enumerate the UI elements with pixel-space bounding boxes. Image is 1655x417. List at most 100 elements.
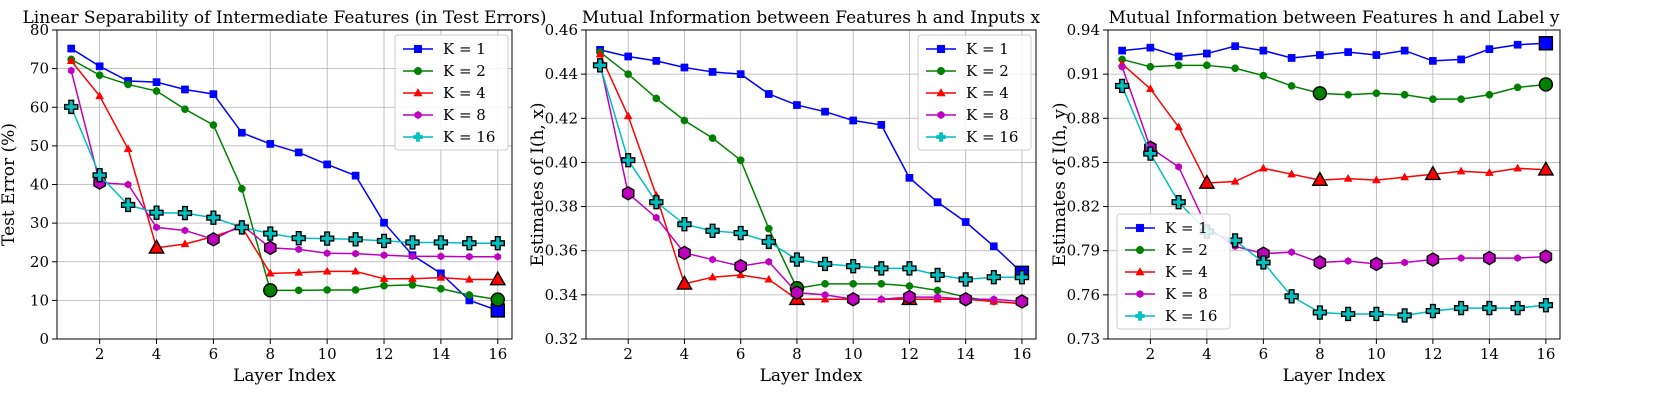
data-point (465, 291, 474, 299)
legend-entry: K = 2 (443, 62, 486, 80)
legend-entry: K = 4 (966, 84, 1009, 102)
y-tick-label: 0.34 (545, 286, 578, 304)
data-point-highlighted (903, 289, 916, 305)
legend-box (917, 34, 1032, 151)
x-axis-label: Layer Index (760, 366, 863, 386)
data-point-highlighted (1143, 146, 1158, 161)
data-point-highlighted (1312, 305, 1328, 320)
data-point (1174, 61, 1183, 70)
data-point (877, 279, 886, 288)
data-point (624, 52, 633, 61)
data-point (124, 80, 132, 89)
data-point (1457, 95, 1465, 104)
data-point-highlighted (874, 261, 889, 276)
data-point-highlighted (789, 252, 805, 267)
x-axis-label: Layer Index (233, 366, 336, 386)
data-point (180, 239, 190, 248)
x-tick-label: 16 (1012, 345, 1031, 363)
y-tick-label: 60 (30, 98, 49, 116)
data-point-highlighted (1171, 194, 1186, 210)
legend-entry: K = 2 (1165, 241, 1208, 259)
data-point (95, 71, 104, 80)
y-tick-label: 70 (30, 60, 49, 78)
data-point (595, 49, 605, 58)
data-point (152, 87, 161, 95)
data-point (351, 171, 360, 180)
data-point-highlighted (761, 234, 777, 250)
data-point (905, 174, 914, 182)
x-tick-label: 10 (1367, 345, 1386, 363)
data-point (1344, 48, 1352, 56)
legend-entry: K = 1 (1165, 219, 1208, 237)
data-point (1287, 169, 1297, 178)
data-point-highlighted (263, 226, 278, 241)
series-k4 (1117, 59, 1555, 189)
data-point (323, 160, 332, 169)
data-point (1514, 254, 1521, 262)
data-point-highlighted (1198, 174, 1216, 189)
data-point (294, 267, 304, 276)
data-point-highlighted (592, 58, 608, 73)
data-point (323, 286, 332, 294)
data-point (1344, 90, 1352, 99)
data-point (464, 274, 474, 283)
data-point (494, 252, 502, 261)
x-tick-label: 6 (736, 345, 746, 363)
data-point (409, 252, 416, 261)
data-point (352, 249, 359, 258)
series-line (599, 65, 1022, 281)
data-point (1400, 90, 1409, 99)
data-point (821, 279, 829, 288)
data-point (680, 63, 689, 72)
y-tick-label: 40 (30, 176, 49, 194)
data-point-highlighted (1538, 77, 1554, 92)
x-tick-label: 4 (152, 345, 162, 363)
data-point (736, 70, 745, 78)
data-point (1258, 163, 1268, 172)
y-tick-label: 0.32 (545, 330, 578, 348)
y-tick-label: 50 (30, 137, 49, 155)
data-point (1371, 175, 1381, 184)
x-tick-label: 10 (844, 345, 863, 363)
data-point (1457, 254, 1465, 262)
data-point (380, 281, 388, 290)
x-tick-label: 6 (209, 345, 219, 363)
x-tick-label: 4 (1202, 345, 1212, 363)
data-point (124, 180, 132, 189)
data-point-highlighted (986, 270, 1002, 285)
data-point (934, 293, 941, 301)
plot-frame (56, 29, 513, 340)
data-point (736, 156, 745, 165)
legend-entry: K = 16 (443, 128, 495, 146)
data-point-highlighted (1014, 270, 1030, 285)
chart-title: Mutual Information between Features h an… (582, 8, 1041, 28)
data-point (1118, 46, 1126, 55)
data-point-highlighted (490, 236, 505, 251)
y-axis-label: Estimates of I(h, x) (528, 103, 548, 267)
data-point-highlighted (1114, 78, 1130, 94)
series-k8 (67, 66, 502, 261)
legend-entry: K = 4 (1165, 263, 1208, 281)
data-point (849, 116, 858, 125)
x-tick-label: 16 (1536, 345, 1555, 363)
data-point (1145, 84, 1155, 92)
data-point-highlighted (1538, 297, 1554, 313)
y-tick-label: 0 (39, 330, 49, 348)
data-point (436, 272, 446, 281)
data-point-highlighted (207, 232, 220, 247)
x-tick-label: 8 (792, 345, 802, 363)
y-tick-label: 0.38 (545, 198, 578, 216)
x-tick-label: 14 (1480, 345, 1499, 363)
data-point (1230, 176, 1240, 185)
data-point (95, 91, 105, 100)
data-point (793, 101, 801, 109)
data-point (380, 218, 388, 227)
data-point (821, 290, 829, 299)
series-line (1121, 63, 1546, 184)
legend-swatch-marker (936, 88, 946, 97)
legend-swatch-marker (1135, 267, 1145, 276)
data-point-highlighted (620, 153, 636, 168)
data-point (708, 134, 717, 142)
data-point (437, 252, 445, 261)
data-point (67, 66, 75, 75)
